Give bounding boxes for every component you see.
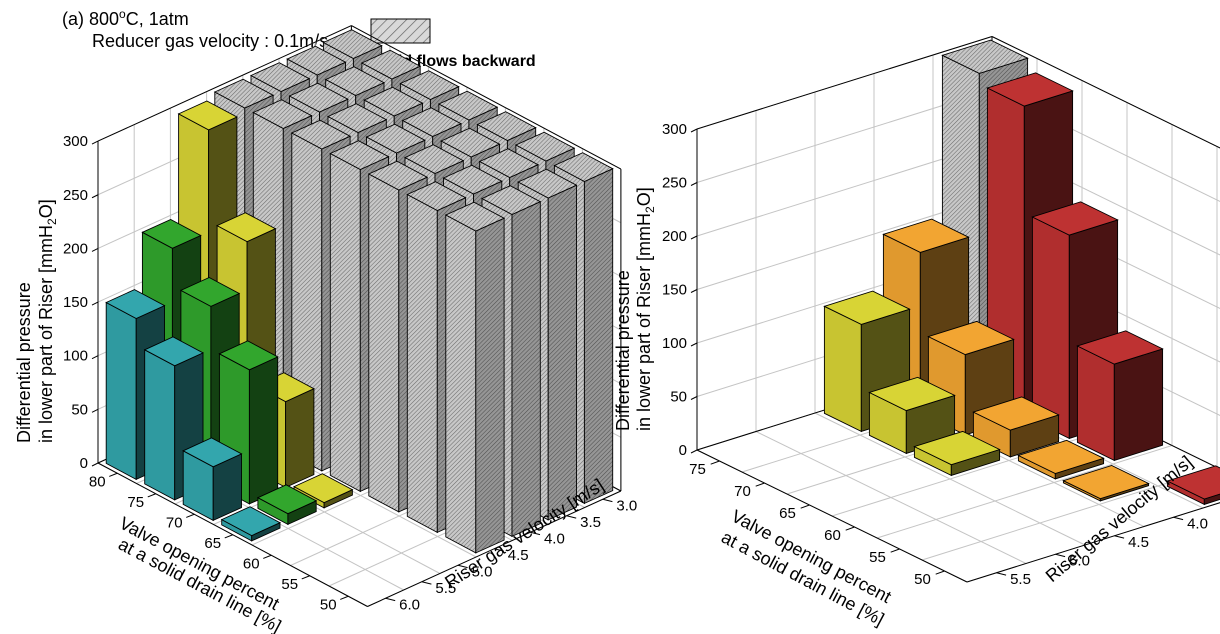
panel-b-x-tick-label: 55 (869, 549, 886, 566)
legend-swatch-hatched (370, 18, 431, 44)
panel-a-z-axis-label-line2: in lower part of Riser [mmH2O] (36, 199, 59, 443)
panel-b-z-tick-label: 250 (662, 175, 687, 192)
panel-a-z-tick-label: 100 (63, 348, 88, 365)
panel-b-bar (972, 396, 1060, 458)
panel-b-z-tick-label: 100 (662, 335, 687, 352)
panel-a-y-tick-label: 4.0 (544, 530, 565, 547)
panel-a-x-tick-label: 65 (204, 535, 221, 552)
panel-a-bars (105, 29, 614, 554)
panel-b-y-tick-label: 4.0 (1187, 515, 1208, 532)
annotation-line2: Reducer gas velocity : 0.1m/s (92, 31, 328, 51)
panel-a-y-tick-label: 5.5 (435, 580, 456, 597)
panel-a-z-tick-label: 300 (63, 133, 88, 150)
panel-a-y-tick-label: 3.0 (616, 497, 637, 514)
panel-b-x-tick-label: 75 (689, 461, 706, 478)
panel-b-z-tick-label: 200 (662, 228, 687, 245)
panel-b-bar (1166, 465, 1220, 506)
panel-b-bars (823, 39, 1220, 506)
panel-b-x-tick-label: 65 (779, 505, 796, 522)
panel-a-x-tick-label: 80 (89, 473, 106, 490)
annotation-line1: (a) 800oC, 1atm (62, 7, 189, 29)
panel-a-z-tick-label: 0 (80, 455, 88, 472)
panel-b-bar (1076, 330, 1164, 462)
panel-b-bar (1017, 439, 1105, 480)
panel-b-z-tick-label: 50 (670, 389, 687, 406)
panel-a-y-tick-label: 4.5 (508, 547, 529, 564)
panel-a-x-tick-label: 50 (320, 596, 337, 613)
panel-a-z-tick-label: 50 (71, 401, 88, 418)
panel-b-z-tick-label: 0 (679, 442, 687, 459)
panel-a-bar (256, 484, 318, 526)
panel-a-x-tick-label: 75 (127, 494, 144, 511)
chart-panel-a: 0 50 100 150 200 250 300 80 75 70 65 60 55 50 3.0 3.5 4.… (63, 25, 637, 613)
panel-a-x-tick-label: 70 (166, 514, 183, 531)
panel-a-z-tick-label: 150 (63, 294, 88, 311)
panel-b-z-axis-label-line1: Differential pressure (613, 270, 633, 431)
panel-a-z-tick-label: 250 (63, 187, 88, 204)
panel-a-z-tick-label: 200 (63, 240, 88, 257)
chart-panel-b: 0501001502002503007570656055503.54.04.55… (662, 36, 1220, 588)
panel-a-x-tick-label: 60 (243, 555, 260, 572)
panel-b-ticks: 0501001502002503007570656055503.54.04.55… (662, 121, 1208, 588)
panel-b-x-tick-label: 50 (914, 571, 931, 588)
panel-b-z-tick-label: 150 (662, 282, 687, 299)
panel-a-y-tick-label: 6.0 (399, 596, 420, 613)
panel-a-bar (182, 437, 243, 522)
panel-b-y-tick-label: 4.5 (1128, 534, 1149, 551)
panel-a-z-axis-label-line1: Differential pressure (14, 282, 34, 443)
panel-b-x-tick-label: 70 (734, 483, 751, 500)
panel-b-x-tick-label: 60 (824, 527, 841, 544)
panel-a-x-tick-label: 55 (281, 576, 298, 593)
panel-b-bar (1062, 465, 1150, 502)
panel-b-z-tick-label: 300 (662, 121, 687, 138)
panel-a-ticks: 0 50 100 150 200 250 300 80 75 70 65 60 55 50 3.0 3.5 4.… (63, 133, 637, 613)
panel-a-bar (444, 201, 506, 554)
panel-b-y-tick-label: 5.0 (1069, 552, 1090, 569)
panel-b-bar (913, 430, 1001, 477)
panel-a-y-tick-label: 5.0 (472, 563, 493, 580)
panel-b-y-tick-label: 5.5 (1010, 571, 1031, 588)
panel-a-y-tick-label: 3.5 (580, 514, 601, 531)
panel-a-bar (220, 506, 282, 542)
panel-b-z-axis-label-line2: in lower part of Riser [mmH2O] (634, 187, 657, 431)
